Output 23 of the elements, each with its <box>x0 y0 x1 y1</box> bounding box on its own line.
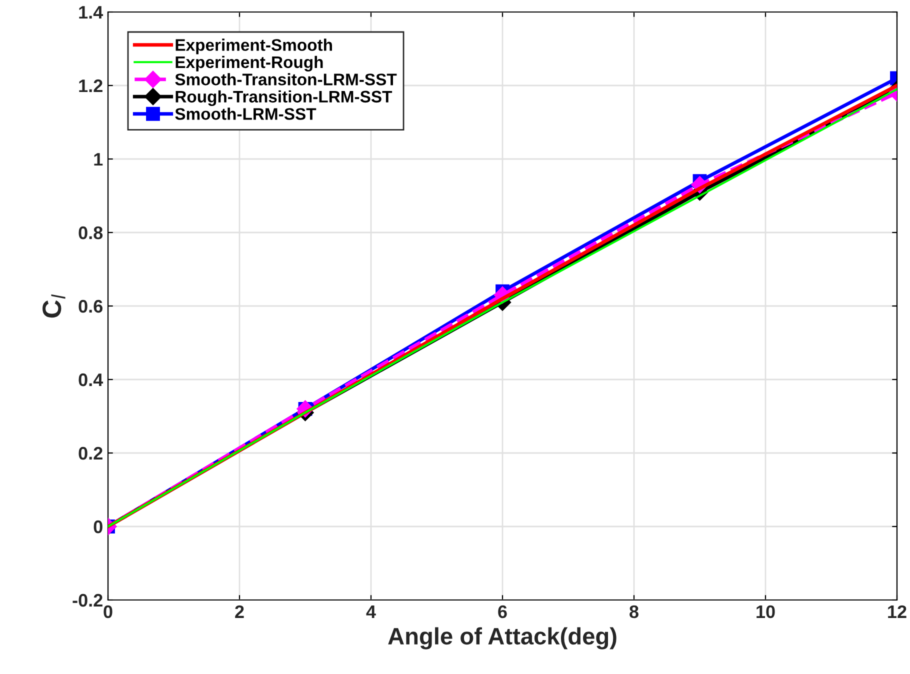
x-tick-label: 2 <box>235 605 244 618</box>
y-tick-label: 0 <box>94 520 102 534</box>
y-tick-label: -0.2 <box>72 594 102 607</box>
legend-label: Experiment-Smooth <box>176 38 332 54</box>
legend-label: Smooth-Transiton-LRM-SST <box>175 73 397 86</box>
x-tick-label: 4 <box>366 606 376 618</box>
x-tick-label: 10 <box>756 605 775 618</box>
legend-label: Experiment-Rough <box>176 56 323 72</box>
y-tick-label: 1.2 <box>79 79 102 92</box>
x-tick-label: 12 <box>888 605 906 618</box>
y-tick-label: 1.4 <box>79 6 104 19</box>
y-tick-label: 0.6 <box>78 300 102 313</box>
y-axis-title: C$_{l}$ <box>42 294 66 318</box>
y-tick-label: 0.8 <box>78 226 103 240</box>
y-tick-label: 1 <box>94 153 103 166</box>
y-tick-label: 0.2 <box>78 446 102 460</box>
y-tick-label: 0.4 <box>78 373 104 386</box>
x-tick-label: 6 <box>498 605 507 618</box>
x-tick-label: 8 <box>630 605 638 618</box>
legend-label: Smooth-LRM-SST <box>175 108 316 120</box>
x-axis-title: Angle of Attack(deg) <box>388 627 616 650</box>
x-tick-label: 0 <box>104 605 112 618</box>
legend-label: Rough-Transition-LRM-SST <box>176 90 392 106</box>
